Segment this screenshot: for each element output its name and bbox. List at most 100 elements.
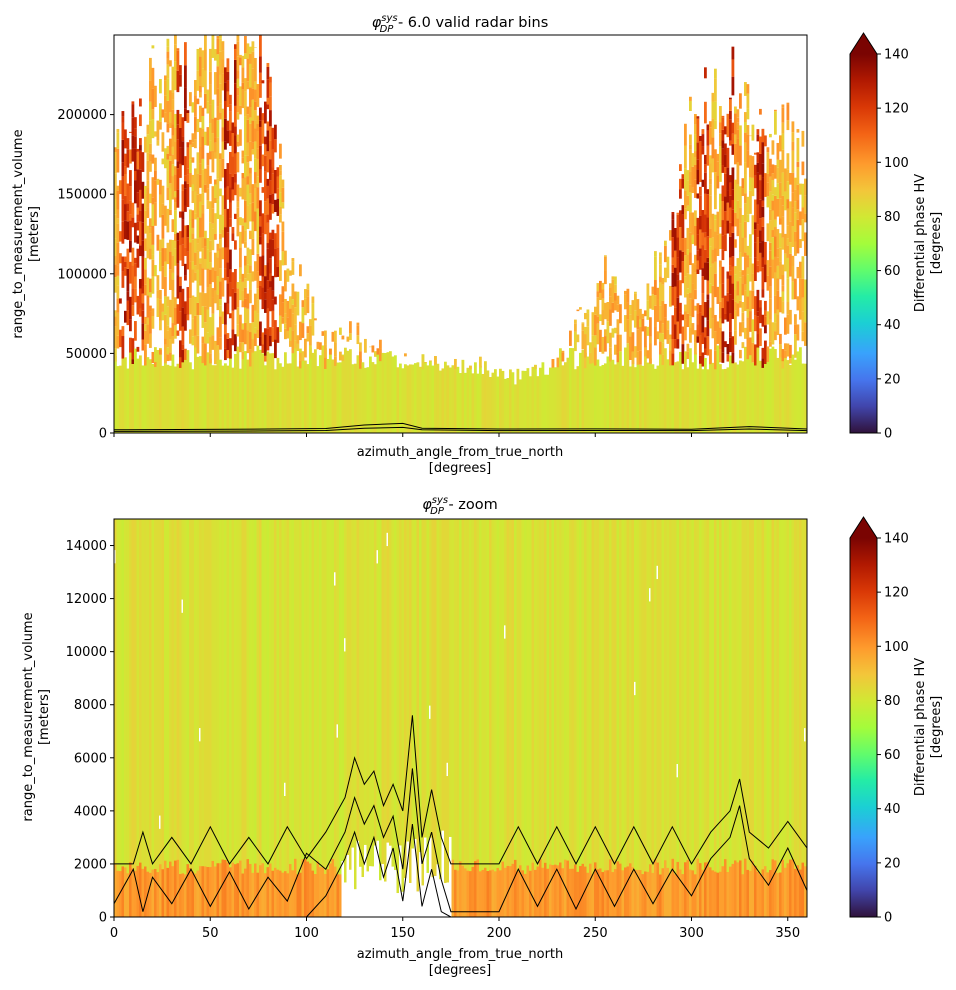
field-cell bbox=[801, 183, 805, 208]
field-cell bbox=[776, 278, 780, 291]
field-cell bbox=[704, 154, 707, 165]
field-cell bbox=[234, 334, 237, 352]
field-cell bbox=[199, 127, 202, 147]
field-cell bbox=[176, 240, 180, 264]
field-cell bbox=[741, 302, 745, 313]
field-cell bbox=[756, 204, 760, 225]
field-cell bbox=[564, 362, 567, 433]
field-cell bbox=[249, 289, 252, 304]
field-cell bbox=[114, 519, 117, 917]
field-cell bbox=[141, 868, 145, 917]
field-cell bbox=[364, 367, 367, 433]
field-cell bbox=[694, 210, 697, 226]
field-cell bbox=[674, 267, 677, 287]
field-cell bbox=[189, 159, 192, 173]
field-cell bbox=[796, 200, 800, 210]
field-cell bbox=[306, 296, 310, 314]
field-cell bbox=[764, 340, 767, 365]
field-cell bbox=[281, 251, 285, 266]
field-cell bbox=[789, 201, 792, 222]
field-cell bbox=[216, 199, 220, 219]
field-cell bbox=[286, 268, 290, 282]
field-cell bbox=[191, 157, 195, 163]
field-cell bbox=[184, 10, 187, 20]
field-cell bbox=[526, 865, 530, 917]
field-cell bbox=[726, 278, 730, 293]
y-tick-label: 100000 bbox=[57, 267, 107, 282]
field-cell bbox=[151, 88, 155, 110]
field-cell bbox=[739, 145, 742, 166]
field-cell bbox=[486, 871, 490, 917]
field-cell bbox=[166, 208, 170, 233]
field-cell bbox=[269, 273, 272, 282]
field-cell bbox=[121, 199, 125, 222]
field-cell bbox=[286, 330, 290, 339]
field-cell bbox=[719, 364, 722, 433]
field-cell bbox=[244, 132, 247, 156]
field-cell bbox=[671, 287, 675, 306]
field-cell bbox=[661, 355, 665, 433]
field-cell bbox=[196, 243, 200, 251]
field-cell bbox=[731, 209, 735, 221]
field-cell bbox=[174, 44, 177, 62]
field-cell bbox=[619, 304, 622, 324]
field-cell bbox=[126, 291, 130, 301]
field-cell bbox=[174, 35, 177, 45]
field-cell bbox=[184, 225, 187, 248]
field-cell bbox=[751, 860, 755, 917]
field-cell bbox=[804, 195, 807, 214]
field-cell bbox=[726, 367, 730, 433]
field-cell bbox=[744, 346, 747, 433]
field-cell bbox=[151, 316, 155, 329]
field-cell bbox=[481, 519, 485, 917]
field-cell bbox=[681, 344, 685, 364]
field-cell bbox=[694, 157, 697, 165]
field-cell bbox=[221, 41, 225, 51]
field-cell bbox=[149, 233, 152, 249]
field-cell bbox=[429, 705, 431, 719]
field-cell bbox=[571, 519, 575, 917]
field-cell bbox=[251, 149, 255, 155]
field-cell bbox=[306, 326, 310, 334]
field-cell bbox=[221, 108, 225, 128]
field-cell bbox=[179, 127, 182, 148]
field-cell bbox=[764, 310, 767, 317]
field-cell bbox=[719, 122, 722, 134]
field-cell bbox=[229, 218, 232, 227]
field-cell bbox=[124, 220, 127, 240]
field-cell bbox=[736, 117, 740, 123]
field-cell bbox=[141, 277, 145, 287]
field-cell bbox=[719, 208, 722, 228]
field-cell bbox=[649, 588, 651, 602]
field-cell bbox=[359, 351, 362, 369]
field-cell bbox=[271, 167, 275, 174]
field-cell bbox=[204, 70, 207, 94]
field-cell bbox=[609, 354, 612, 433]
field-cell bbox=[696, 142, 700, 160]
field-cell bbox=[224, 187, 227, 210]
field-cell bbox=[789, 309, 792, 325]
top-y-axis-unit: [meters] bbox=[27, 206, 42, 262]
field-cell bbox=[671, 257, 675, 265]
top-x-axis-unit: [degrees] bbox=[429, 461, 491, 476]
field-cell bbox=[384, 519, 387, 917]
field-cell bbox=[114, 355, 117, 433]
field-cell bbox=[251, 202, 255, 222]
x-tick-label: 100 bbox=[294, 926, 319, 941]
field-cell bbox=[171, 135, 175, 147]
field-cell bbox=[221, 229, 225, 238]
field-cell bbox=[721, 866, 725, 917]
field-cell bbox=[209, 251, 212, 263]
field-cell bbox=[236, 307, 240, 325]
field-cell bbox=[584, 519, 587, 917]
field-cell bbox=[169, 339, 172, 353]
field-cell bbox=[746, 125, 750, 135]
field-cell bbox=[284, 250, 287, 266]
field-cell bbox=[499, 519, 502, 917]
field-cell bbox=[731, 59, 735, 77]
field-cell bbox=[276, 198, 280, 216]
bottom-plot-frame bbox=[113, 518, 808, 918]
field-cell bbox=[304, 519, 307, 917]
field-cell bbox=[216, 345, 220, 360]
field-cell bbox=[151, 45, 155, 49]
